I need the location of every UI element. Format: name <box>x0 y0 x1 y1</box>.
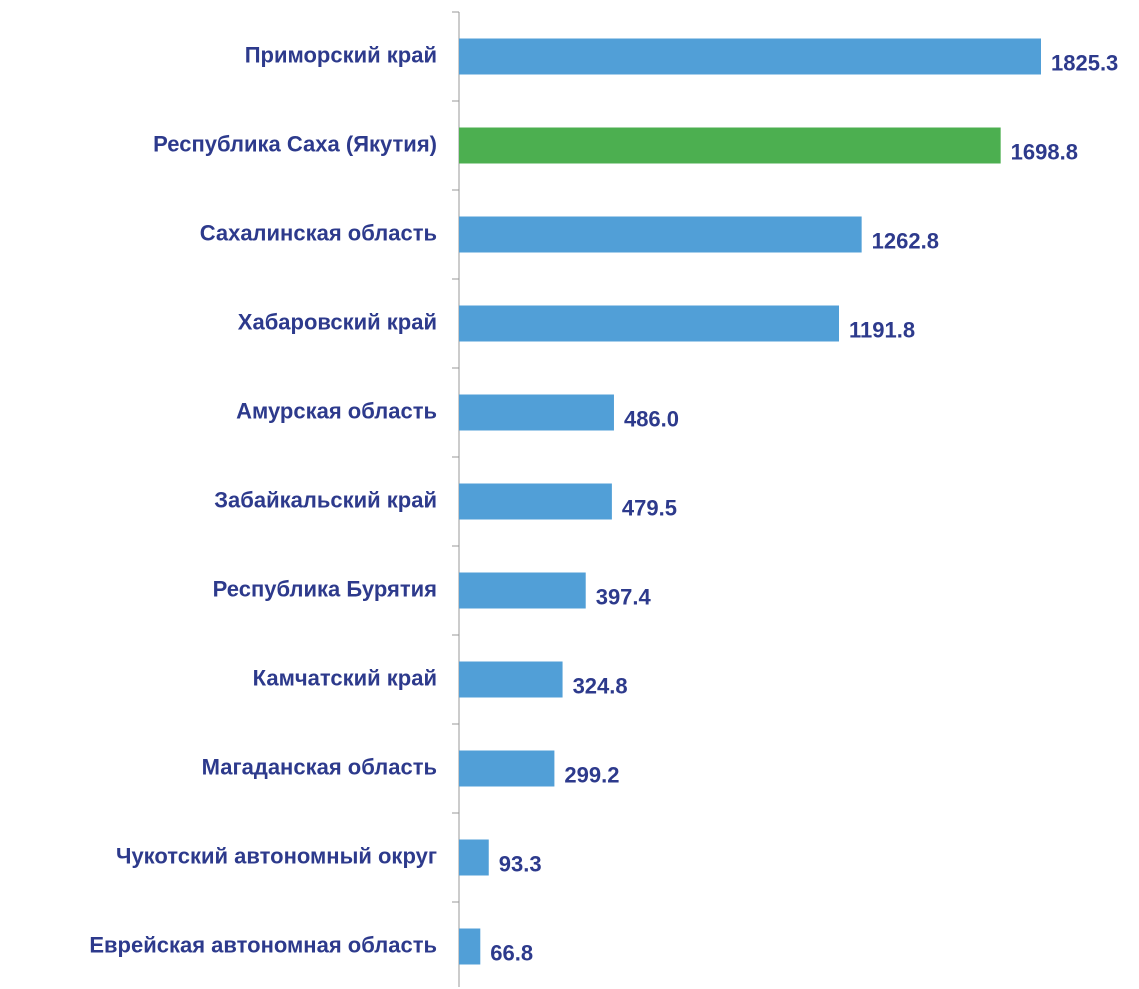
category-label: Республика Саха (Якутия) <box>153 131 437 156</box>
bar <box>459 572 586 609</box>
value-label: 1191.8 <box>849 317 915 342</box>
bar <box>459 750 555 787</box>
value-label: 479.5 <box>622 495 677 520</box>
value-label: 93.3 <box>499 851 542 876</box>
bar <box>459 839 489 876</box>
bar <box>459 394 614 431</box>
category-label: Хабаровский край <box>238 309 437 334</box>
category-label: Амурская область <box>236 398 437 423</box>
value-label: 397.4 <box>596 584 652 609</box>
bar <box>459 305 840 342</box>
bar <box>459 928 481 965</box>
bar <box>459 483 612 520</box>
value-label: 66.8 <box>490 940 533 965</box>
category-label: Еврейская автономная область <box>89 932 437 957</box>
bar <box>459 216 862 253</box>
category-label: Забайкальский край <box>214 487 437 512</box>
category-label: Приморский край <box>245 42 437 67</box>
value-label: 1825.3 <box>1051 50 1118 75</box>
bar <box>459 127 1001 164</box>
bar <box>459 38 1041 75</box>
value-label: 324.8 <box>573 673 628 698</box>
value-label: 1698.8 <box>1011 139 1078 164</box>
category-label: Камчатский край <box>253 665 437 690</box>
category-label: Чукотский автономный округ <box>116 843 437 868</box>
value-label: 486.0 <box>624 406 679 431</box>
category-label: Республика Бурятия <box>213 576 437 601</box>
value-label: 1262.8 <box>872 228 939 253</box>
category-label: Сахалинская область <box>200 220 437 245</box>
category-label: Магаданская область <box>202 754 437 779</box>
bar <box>459 661 563 698</box>
value-label: 299.2 <box>564 762 619 787</box>
